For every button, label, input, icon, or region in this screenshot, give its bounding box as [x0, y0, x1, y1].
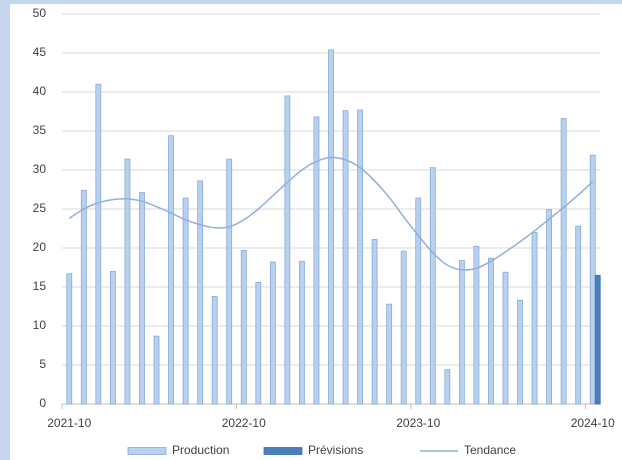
y-tick-label: 30 — [33, 162, 47, 176]
bar — [444, 369, 451, 405]
y-tick-label: 20 — [33, 240, 47, 254]
bar — [168, 135, 174, 405]
bar — [211, 295, 218, 405]
bar — [182, 197, 189, 405]
bar — [429, 167, 436, 405]
bar — [473, 246, 480, 405]
x-tick-label: 2023-10 — [396, 416, 440, 430]
bar — [80, 189, 87, 405]
y-tick-label: 40 — [33, 84, 47, 98]
bar — [139, 192, 145, 405]
bar — [124, 158, 131, 405]
bar — [226, 158, 233, 405]
bar — [371, 239, 378, 405]
bar — [502, 271, 509, 405]
bar — [546, 209, 553, 405]
bar — [560, 118, 567, 405]
bar — [517, 299, 523, 405]
bar — [342, 110, 349, 405]
legend-label: Tendance — [464, 443, 516, 457]
bar — [575, 225, 582, 405]
y-tick-label: 0 — [39, 396, 46, 410]
y-tick-label: 35 — [33, 123, 47, 137]
trend-line — [68, 156, 594, 271]
y-tick-label: 10 — [33, 318, 47, 332]
bar — [589, 154, 596, 405]
bar — [240, 249, 247, 405]
y-tick-label: 15 — [33, 279, 47, 293]
y-tick-label: 50 — [33, 6, 47, 20]
bar — [269, 261, 276, 405]
legend-label: Production — [172, 443, 229, 457]
bar — [153, 335, 160, 405]
legend-swatch — [127, 447, 167, 455]
bar — [255, 281, 262, 405]
bar — [386, 303, 393, 405]
bar — [299, 260, 305, 405]
x-tick-label: 2022-10 — [222, 416, 266, 430]
y-tick-label: 45 — [33, 45, 47, 59]
legend-label: Prévisions — [308, 443, 363, 457]
bar — [458, 260, 465, 405]
bar — [66, 273, 73, 405]
bar — [415, 197, 422, 405]
legend-swatch — [263, 447, 303, 455]
bar — [95, 83, 102, 405]
bar — [313, 116, 320, 405]
bar — [400, 250, 407, 405]
x-tick-label: 2024-10 — [571, 416, 615, 430]
bar — [109, 270, 116, 405]
x-tick-label: 2021-10 — [47, 416, 91, 430]
bar — [357, 109, 363, 405]
y-tick-label: 25 — [33, 201, 47, 215]
bar — [488, 257, 494, 405]
bar — [197, 180, 204, 405]
bar — [328, 49, 334, 405]
y-tick-label: 5 — [39, 357, 46, 371]
bar — [594, 274, 601, 405]
bar — [531, 231, 538, 405]
bar — [284, 95, 291, 405]
